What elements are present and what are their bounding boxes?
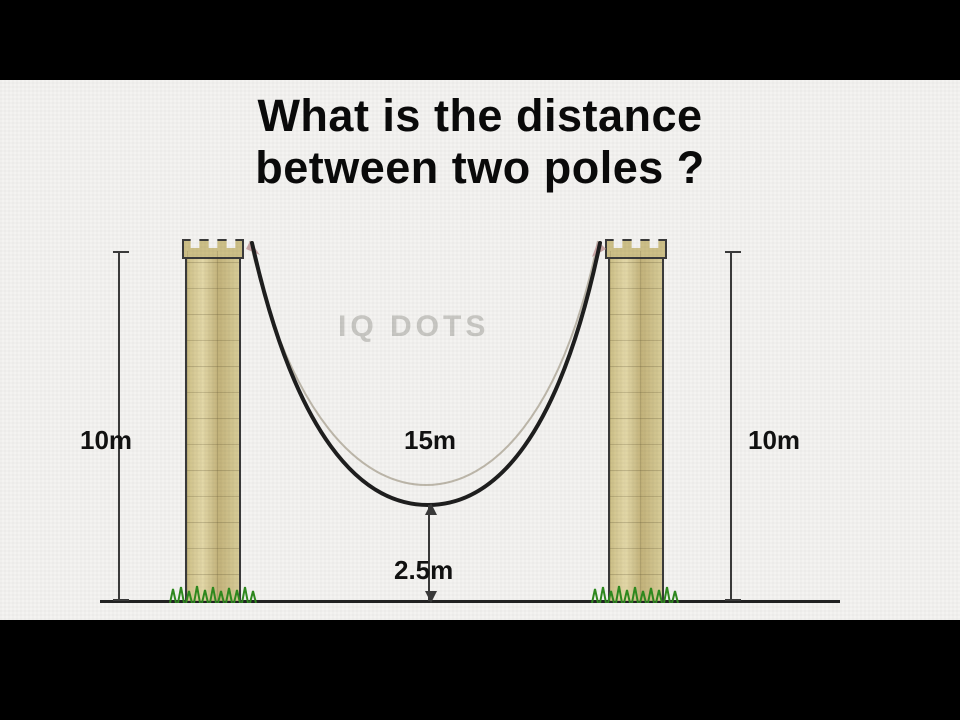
title-line-1: What is the distance bbox=[0, 90, 960, 142]
watermark: IQ DOTS bbox=[338, 310, 489, 344]
question-title: What is the distance between two poles ? bbox=[0, 90, 960, 194]
stage: What is the distance between two poles ? bbox=[0, 80, 960, 620]
rope-main bbox=[252, 243, 600, 505]
label-rope-length: 15m bbox=[404, 425, 456, 456]
dimension-sag-clearance bbox=[428, 505, 430, 601]
label-sag-clearance: 2.5m bbox=[394, 555, 453, 586]
title-line-2: between two poles ? bbox=[0, 142, 960, 194]
rope bbox=[100, 235, 860, 615]
diagram: IQ DOTS 10m 10m 15m 2.5m bbox=[100, 235, 860, 615]
label-right-pole-height: 10m bbox=[748, 425, 800, 456]
label-left-pole-height: 10m bbox=[80, 425, 132, 456]
